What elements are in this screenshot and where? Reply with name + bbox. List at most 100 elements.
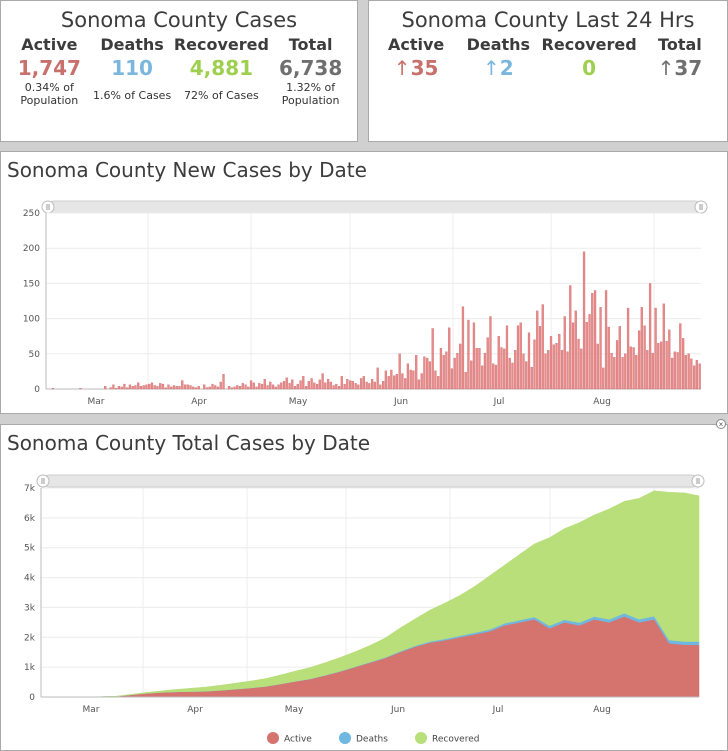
bar[interactable] bbox=[351, 381, 354, 390]
bar[interactable] bbox=[472, 322, 476, 390]
area-recovered[interactable] bbox=[55, 490, 700, 698]
bar[interactable] bbox=[192, 386, 195, 390]
legend-label-active[interactable]: Active bbox=[284, 735, 312, 745]
bar[interactable] bbox=[695, 359, 698, 390]
bar[interactable] bbox=[324, 382, 327, 390]
bar[interactable] bbox=[359, 378, 363, 390]
bar[interactable] bbox=[659, 341, 663, 390]
bar[interactable] bbox=[343, 383, 346, 390]
bar[interactable] bbox=[79, 388, 82, 390]
bar[interactable] bbox=[420, 373, 423, 390]
bar[interactable] bbox=[670, 357, 674, 390]
bar[interactable] bbox=[621, 357, 624, 390]
bar[interactable] bbox=[456, 352, 459, 390]
bar[interactable] bbox=[489, 316, 492, 390]
bar[interactable] bbox=[299, 380, 302, 390]
range-handle-left[interactable] bbox=[41, 200, 55, 214]
bar[interactable] bbox=[651, 352, 654, 390]
bar[interactable] bbox=[500, 347, 503, 390]
legend-label-deaths[interactable]: Deaths bbox=[356, 735, 388, 745]
bar[interactable] bbox=[255, 386, 258, 390]
bar[interactable] bbox=[585, 321, 588, 390]
bar[interactable] bbox=[541, 304, 544, 390]
bar[interactable] bbox=[426, 357, 429, 390]
bar[interactable] bbox=[233, 386, 236, 390]
bar[interactable] bbox=[569, 285, 572, 390]
bar[interactable] bbox=[503, 348, 506, 390]
bar[interactable] bbox=[148, 383, 151, 390]
bar[interactable] bbox=[681, 338, 685, 390]
bar[interactable] bbox=[304, 386, 308, 390]
bar[interactable] bbox=[384, 370, 388, 390]
bar[interactable] bbox=[123, 383, 126, 390]
bar[interactable] bbox=[552, 344, 555, 390]
bar[interactable] bbox=[161, 383, 165, 390]
bar[interactable] bbox=[668, 329, 671, 390]
bar[interactable] bbox=[571, 322, 575, 390]
bar[interactable] bbox=[131, 386, 134, 390]
bar[interactable] bbox=[236, 385, 239, 390]
bar[interactable] bbox=[382, 381, 385, 390]
bar[interactable] bbox=[307, 381, 310, 390]
bar[interactable] bbox=[189, 385, 192, 390]
bar[interactable] bbox=[459, 343, 462, 390]
bar[interactable] bbox=[629, 346, 632, 390]
bar[interactable] bbox=[555, 343, 558, 390]
bar[interactable] bbox=[530, 367, 533, 390]
bar[interactable] bbox=[527, 332, 531, 390]
bar[interactable] bbox=[266, 385, 269, 390]
legend-label-recovered[interactable]: Recovered bbox=[432, 735, 479, 745]
bar[interactable] bbox=[137, 382, 140, 390]
bar[interactable] bbox=[348, 380, 352, 390]
bar[interactable] bbox=[260, 383, 264, 390]
bar[interactable] bbox=[115, 388, 118, 390]
bar[interactable] bbox=[508, 357, 511, 390]
bar[interactable] bbox=[445, 351, 448, 390]
bar[interactable] bbox=[698, 363, 701, 390]
bar[interactable] bbox=[662, 303, 665, 390]
bar[interactable] bbox=[604, 290, 608, 390]
bar[interactable] bbox=[238, 386, 242, 390]
bar[interactable] bbox=[150, 382, 154, 390]
bar[interactable] bbox=[277, 384, 280, 390]
bar[interactable] bbox=[285, 377, 288, 390]
bar[interactable] bbox=[428, 361, 432, 390]
bar[interactable] bbox=[563, 316, 566, 390]
bar[interactable] bbox=[646, 350, 649, 390]
bar[interactable] bbox=[365, 381, 368, 390]
bar[interactable] bbox=[104, 386, 107, 390]
range-handle-right[interactable] bbox=[691, 474, 705, 488]
bar[interactable] bbox=[478, 348, 481, 390]
bar[interactable] bbox=[574, 310, 577, 390]
bar[interactable] bbox=[244, 384, 247, 390]
bar[interactable] bbox=[566, 351, 569, 390]
bar[interactable] bbox=[560, 350, 564, 390]
bar[interactable] bbox=[582, 251, 586, 390]
bar[interactable] bbox=[230, 387, 233, 390]
bar[interactable] bbox=[274, 386, 277, 390]
bar[interactable] bbox=[434, 370, 437, 390]
bar[interactable] bbox=[442, 355, 445, 390]
bar[interactable] bbox=[313, 382, 316, 390]
bar[interactable] bbox=[178, 386, 181, 390]
bar[interactable] bbox=[145, 384, 148, 390]
bar[interactable] bbox=[390, 369, 393, 390]
bar[interactable] bbox=[618, 326, 621, 390]
bar[interactable] bbox=[247, 386, 250, 390]
bar[interactable] bbox=[514, 350, 517, 390]
bar[interactable] bbox=[337, 386, 341, 390]
bar[interactable] bbox=[288, 383, 291, 390]
bar[interactable] bbox=[497, 336, 500, 390]
bar[interactable] bbox=[676, 352, 679, 390]
bar[interactable] bbox=[538, 326, 542, 390]
bar[interactable] bbox=[679, 323, 682, 390]
bar[interactable] bbox=[181, 380, 184, 390]
bar[interactable] bbox=[142, 385, 145, 390]
bar[interactable] bbox=[519, 322, 522, 390]
bar[interactable] bbox=[252, 382, 255, 390]
bar[interactable] bbox=[637, 330, 641, 390]
bar[interactable] bbox=[280, 382, 283, 390]
bar[interactable] bbox=[602, 367, 605, 390]
bar[interactable] bbox=[492, 363, 495, 390]
bar[interactable] bbox=[544, 353, 547, 390]
